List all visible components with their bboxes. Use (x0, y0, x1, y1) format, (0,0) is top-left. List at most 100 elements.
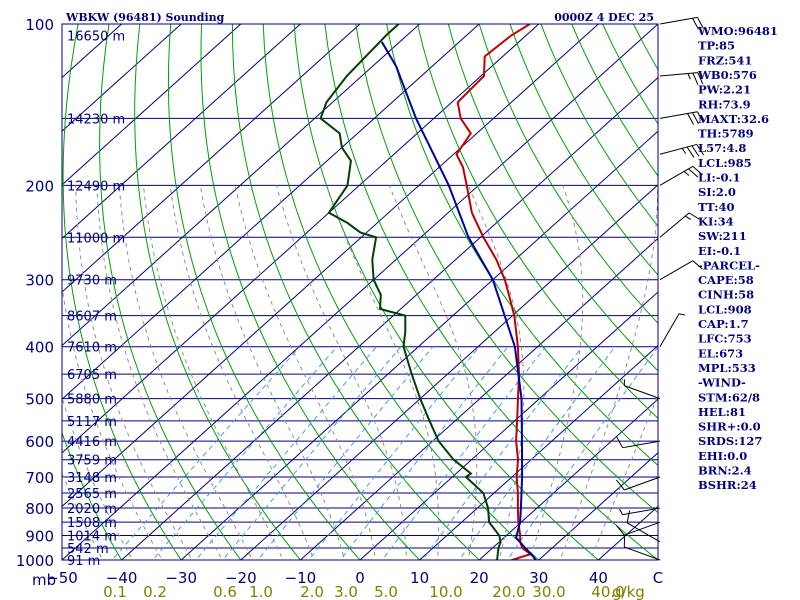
moist-adiabat (529, 185, 584, 560)
pressure-unit-label: mb (32, 571, 56, 589)
pressure-tick-label: 500 (25, 391, 54, 409)
mixing-ratio-line (221, 346, 402, 560)
parcel-profile (380, 41, 537, 560)
isotherm (62, 24, 658, 560)
isotherm (62, 24, 421, 347)
dry-adiabat (757, 24, 800, 571)
height-label: 7610 m (67, 341, 117, 356)
dry-adiabat (231, 24, 480, 560)
height-label: 2565 m (67, 487, 117, 502)
dry-adiabat (293, 24, 600, 560)
dry-adiabat (200, 24, 421, 560)
wind-barb (616, 521, 661, 536)
mixing-ratio-line (381, 346, 547, 560)
plot-frame (61, 23, 659, 561)
isotherm (62, 24, 302, 240)
dry-adiabat (167, 24, 361, 560)
sounding-index: TH:5789 (698, 127, 754, 141)
sounding-index: SHR+:0.0 (698, 420, 761, 434)
dry-adiabat (447, 24, 658, 372)
sounding-index: EHI:0.0 (698, 449, 747, 463)
height-label: 1014 m (67, 529, 117, 544)
height-label: 4416 m (67, 435, 117, 450)
isotherm (62, 24, 600, 508)
isotherm (120, 76, 658, 560)
height-label: 91 m (67, 554, 100, 569)
temperature-tick-label: −20 (225, 569, 257, 587)
sounding-index: LCL:985 (698, 156, 752, 170)
mixing-ratio-line (339, 346, 509, 560)
dewpoint-profile (319, 24, 502, 560)
dry-adiabat (134, 24, 302, 560)
wind-barb (659, 313, 686, 347)
isotherm (538, 452, 658, 560)
temperature-tick-label: 0 (355, 569, 365, 587)
height-label: 1508 m (67, 516, 117, 531)
isotherm (299, 237, 658, 560)
temperature-tick-label: −40 (106, 569, 138, 587)
mixing-ratio-line (458, 346, 616, 560)
mixing-ratio-tick-label: 40.0 (591, 583, 624, 600)
pressure-tick-label: 900 (25, 527, 54, 545)
pressure-tick-label: 1000 (16, 552, 54, 570)
mixing-ratio-line (195, 346, 377, 560)
mixing-ratio-tick-label: 5.0 (374, 583, 398, 600)
mixing-ratio-tick-label: 20.0 (492, 583, 525, 600)
moist-adiabat (559, 185, 658, 560)
sounding-index: MPL:533 (698, 361, 756, 375)
height-label: 3148 m (67, 471, 117, 486)
dry-adiabat (355, 24, 658, 514)
wind-barb (623, 534, 661, 561)
temperature-tick-label: 20 (470, 569, 489, 587)
dry-adiabat (417, 24, 658, 419)
mixing-ratio-line (152, 346, 338, 560)
temperature-tick-label: C (653, 569, 663, 587)
mixing-ratio-line (111, 346, 301, 560)
height-label: 2020 m (67, 502, 117, 517)
pressure-tick-label: 400 (25, 339, 54, 357)
pressure-tick-label: 100 (25, 16, 54, 34)
wind-barb (659, 111, 704, 125)
height-label: 6705 m (67, 368, 117, 383)
temperature-tick-label: −30 (165, 569, 197, 587)
dry-adiabat (540, 24, 658, 227)
moist-adiabat (75, 185, 193, 560)
pressure-tick-label: 700 (25, 469, 54, 487)
sounding-index: CAP:1.7 (698, 317, 749, 331)
moist-adiabat (467, 185, 525, 560)
moist-adiabat (589, 393, 658, 560)
dry-adiabat (509, 24, 658, 276)
dry-adiabat (62, 431, 123, 560)
sounding-index: CAPE:58 (698, 273, 754, 287)
isotherm (359, 291, 658, 560)
grid-lines (62, 24, 800, 571)
dry-adiabat (478, 24, 658, 325)
height-label: 16650 m (67, 29, 125, 44)
sounding-index: TP:85 (698, 39, 735, 53)
wind-barb (623, 379, 661, 400)
sounding-index: -WIND- (698, 376, 746, 390)
moist-adiabat (143, 185, 284, 560)
mixing-ratio-tick-label: 3.0 (334, 583, 358, 600)
isotherm (240, 184, 658, 560)
mixing-ratio-line (421, 346, 583, 560)
mixing-ratio-line (257, 346, 434, 560)
mixing-ratio-unit-label: g/kg (612, 583, 645, 600)
sounding-profiles (319, 24, 537, 560)
sounding-index: WB0:576 (697, 68, 757, 82)
sounding-index: KI:34 (698, 214, 734, 228)
temperature-tick-label: 30 (529, 569, 548, 587)
dry-adiabat (99, 24, 242, 560)
height-label: 5880 m (67, 393, 117, 408)
moist-adiabat (118, 185, 253, 560)
mixing-ratio-tick-label: 1.0 (249, 583, 273, 600)
sounding-index: LCL:908 (698, 302, 752, 316)
moist-adiabat (96, 185, 223, 560)
height-label: 8607 m (67, 310, 117, 325)
temperature-tick-label: 40 (589, 569, 608, 587)
sounding-index: EL:673 (698, 346, 743, 360)
pressure-tick-label: 200 (25, 177, 54, 195)
moist-adiabat (62, 282, 163, 560)
